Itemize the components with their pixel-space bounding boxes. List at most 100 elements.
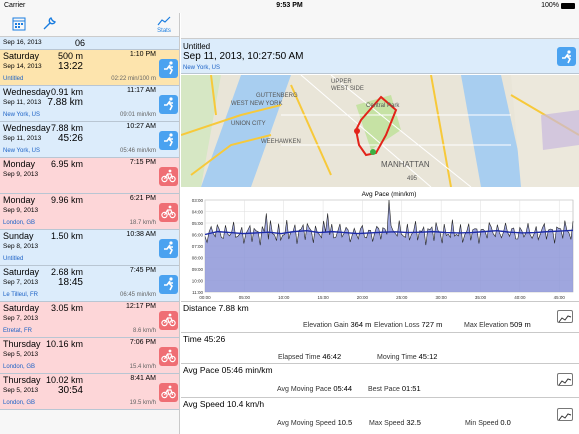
chart-x-tick: 25:00 [396,295,408,300]
wrench-icon[interactable] [42,16,57,36]
run-type-badge[interactable] [159,58,178,78]
run-type-badge[interactable] [159,238,178,258]
elevation-gain: Elevation Gain 364 m [303,320,372,329]
workout-distance: 0.91 km [50,87,83,97]
workout-date: Sep 5, 2013 [3,387,39,394]
battery-icon [561,2,575,9]
workout-datetime: Sep 11, 2013, 10:27:50 AM [183,51,304,62]
workout-date: Sep 7, 2013 [3,315,39,322]
workout-location: London, GB [3,220,36,226]
workout-row[interactable]: Wednesday 7.88 km 10:27 AM Sep 11, 2013 45:2… [0,122,179,158]
workout-duration: 18:45 [57,277,83,288]
workout-pace: 8.6 km/h [132,328,156,334]
pace-graph-button[interactable] [557,373,573,386]
chart-y-tick: 04:00 [192,210,204,215]
workout-distance: 3.05 km [50,303,83,313]
pace-stat[interactable]: Avg Pace 05:46 min/km Avg Moving Pace 05… [181,363,579,397]
workout-location: London, GB [3,400,36,406]
distance-graph-button[interactable] [557,310,573,323]
hudson-river [201,75,291,187]
workout-pace: 19.5 km/h [129,400,156,406]
chart-y-tick: 09:00 [192,267,204,272]
workout-row[interactable]: Thursday 10.16 km 7:06 PM Sep 5, 2013 London… [0,338,179,374]
workout-time-of-day: 12:17 PM [126,303,156,310]
speed-graph-button[interactable] [557,408,573,421]
cyclist-icon [161,385,176,399]
workout-row[interactable]: Saturday 500 m 1:10 PM Sep 14, 2013 13:22 Unt… [0,50,179,86]
stats-button[interactable]: Stats [157,16,171,34]
bike-type-badge[interactable] [159,382,178,402]
runner-icon [163,97,173,111]
workout-day: Monday [3,195,36,205]
workout-date: Sep 8, 2013 [3,243,39,250]
workout-location: Untitled [3,256,24,262]
calendar-icon[interactable] [12,16,26,36]
workout-duration: 30:54 [57,385,83,396]
workout-row[interactable]: Saturday 3.05 km 12:17 PM Sep 7, 2013 Etreta… [0,302,179,338]
workout-pace: 06:45 min/km [119,292,156,298]
chart-x-tick: 45:00 [554,295,566,300]
workout-date: Sep 9, 2013 [3,171,39,178]
workout-day: Wednesday [3,123,51,133]
workout-pace: 02:22 min/100 m [111,76,156,82]
workout-distance: 7.88 km [50,123,83,133]
detail-nav-bar [181,13,579,39]
run-type-badge[interactable] [159,94,178,114]
workout-location: London, GB [3,364,36,370]
trend-icon [558,413,572,421]
workout-row[interactable]: Sunday 1.50 km 10:38 AM Sep 8, 2013 Untitled [0,230,179,266]
workout-duration: 13:22 [57,61,83,72]
bike-type-badge[interactable] [159,310,178,330]
chart-x-tick: 00:00 [199,295,211,300]
workout-list-sidebar: Stats Sep 16, 2013 06 Saturday 500 m 1:10 PM… [0,13,180,434]
distance-stat[interactable]: Distance 7.88 km Elevation Gain 364 m El… [181,301,579,332]
route-end-marker [370,149,376,155]
distance-value: 7.88 km [218,303,249,313]
workout-row[interactable]: Saturday 2.68 km 7:45 PM Sep 7, 2013 18:45 Le… [0,266,179,302]
map-label: GUTTENBERG [256,93,298,99]
runner-icon [163,277,173,291]
workout-location: Untitled [3,76,24,82]
route-start-marker [354,128,360,134]
trend-icon [558,315,572,323]
cyclist-icon [161,349,176,363]
bike-type-badge[interactable] [159,202,178,222]
workout-row[interactable]: Thursday 10.02 km 8:41 AM Sep 5, 2013 30:54 L… [0,374,179,410]
central-park [356,95,401,150]
pace-area [205,200,573,292]
east-river [461,75,526,187]
workout-pace: 09:01 min/km [119,112,156,118]
cyclist-icon [161,313,176,327]
speed-stat[interactable]: Avg Speed 10.4 km/h Avg Moving Speed 10.… [181,397,579,434]
distance-heading: Distance 7.88 km [183,303,249,313]
avg-moving-pace: Avg Moving Pace 05:44 [277,384,353,393]
workout-row[interactable]: Wednesday 0.91 km 11:17 AM Sep 11, 2013 7.88… [0,86,179,122]
bike-type-badge[interactable] [159,346,178,366]
map-label: 495 [407,176,418,182]
workout-duration: 45:26 [57,133,83,144]
workout-title: Untitled [183,42,211,51]
chart-title: Avg Pace (min/km) [362,191,417,198]
chart-x-tick: 40:00 [514,295,526,300]
time-value: 45:26 [203,334,226,344]
workout-distance: 9.96 km [50,195,83,205]
run-type-badge[interactable] [557,47,576,66]
bike-type-badge[interactable] [159,166,178,186]
workout-date: Sep 11, 2013 [3,135,42,142]
run-type-badge[interactable] [159,274,178,294]
time-stat[interactable]: Time 45:26 Elapsed Time 46:42 Moving Tim… [181,332,579,363]
runner-icon [163,133,173,147]
best-pace: Best Pace 01:51 [368,384,421,393]
workout-day: Monday [3,159,36,169]
workout-day: Saturday [3,303,40,313]
carrier-label: Carrier [4,2,26,9]
runner-icon [163,241,173,255]
workout-row[interactable]: Monday 6.95 km 7:15 PM Sep 9, 2013 [0,158,179,194]
status-bar: Carrier 9:53 PM 100% [0,0,579,13]
workout-row[interactable]: Sep 16, 2013 06 [0,37,179,50]
pace-chart[interactable]: Avg Pace (min/km) 03:00 04:00 05:00 06:00 07:… [181,188,579,301]
route-map[interactable]: UPPER WEST SIDE UNION CITY WEEHAWKEN MAN… [181,75,579,187]
run-type-badge[interactable] [159,130,178,150]
workout-row[interactable]: Monday 9.96 km 6:21 PM Sep 9, 2013 London, G… [0,194,179,230]
workout-header: Untitled Sep 11, 2013, 10:27:50 AM New Y… [181,39,579,74]
